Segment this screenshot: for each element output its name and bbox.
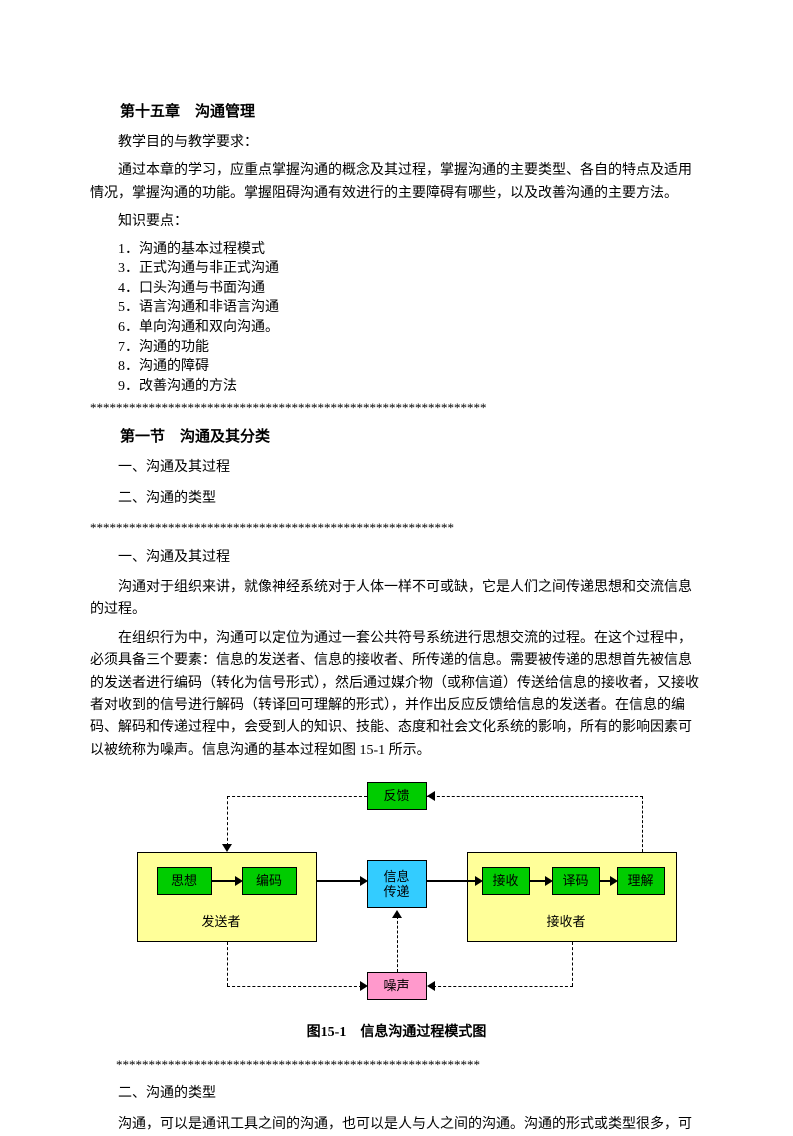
list-item: 1．沟通的基本过程模式: [90, 240, 703, 260]
sub-heading-2: 二、沟通的类型: [90, 488, 703, 510]
dashed-line: [227, 942, 228, 986]
arrow-head: [610, 876, 618, 886]
dashed-line: [433, 986, 573, 987]
list-item: 9．改善沟通的方法: [90, 377, 703, 397]
para-1: 沟通对于组织来讲，就像神经系统对于人体一样不可或缺，它是人们之间传递思想和交流信…: [90, 577, 703, 622]
arrow-head: [427, 981, 435, 991]
para-3: 沟通，可以是通讯工具之间的沟通，也可以是人与人之间的沟通。沟通的形式或类型很多，…: [90, 1114, 703, 1136]
transmit-node: 信息 传递: [367, 860, 427, 908]
sub-heading-2-repeat: 二、沟通的类型: [90, 1083, 703, 1105]
arrow-line: [427, 880, 477, 882]
arrow-line: [317, 880, 362, 882]
dashed-line: [572, 942, 573, 986]
arrow-head: [475, 876, 483, 886]
dashed-line: [227, 796, 367, 797]
sub-heading-1: 一、沟通及其过程: [90, 457, 703, 479]
dashed-line: [227, 796, 228, 846]
chapter-title: 第十五章 沟通管理: [90, 100, 703, 124]
arrow-head: [545, 876, 553, 886]
list-item: 3．正式沟通与非正式沟通: [90, 259, 703, 279]
receiver-label: 接收者: [547, 912, 586, 933]
thought-node: 思想: [157, 867, 212, 895]
communication-diagram: 反馈 思想 编码 发送者 信息 传递 接收 译码 理解 接收者 噪声: [117, 782, 677, 1012]
objective-text: 通过本章的学习，应重点掌握沟通的概念及其过程，掌握沟通的主要类型、各自的特点及适…: [90, 160, 703, 205]
arrow-head: [427, 791, 435, 801]
arrow-line: [212, 880, 237, 882]
list-item: 7．沟通的功能: [90, 338, 703, 358]
list-item: 4．口头沟通与书面沟通: [90, 279, 703, 299]
arrow-head: [360, 981, 368, 991]
feedback-node: 反馈: [367, 782, 427, 810]
encode-node: 编码: [242, 867, 297, 895]
understand-node: 理解: [617, 867, 665, 895]
section-title: 第一节 沟通及其分类: [90, 425, 703, 449]
divider: ****************************************…: [90, 518, 703, 539]
diagram-container: 反馈 思想 编码 发送者 信息 传递 接收 译码 理解 接收者 噪声: [90, 782, 703, 1012]
list-item: 8．沟通的障碍: [90, 357, 703, 377]
sub-heading-1-repeat: 一、沟通及其过程: [90, 547, 703, 569]
para-2: 在组织行为中，沟通可以定位为通过一套公共符号系统进行思想交流的过程。在这个过程中…: [90, 628, 703, 762]
figure-caption: 图15-1 信息沟通过程模式图: [90, 1022, 703, 1044]
arrow-head: [360, 876, 368, 886]
decode-node: 译码: [552, 867, 600, 895]
arrow-head: [222, 844, 232, 852]
noise-node: 噪声: [367, 972, 427, 1000]
knowledge-list: 1．沟通的基本过程模式 3．正式沟通与非正式沟通 4．口头沟通与书面沟通 5．语…: [90, 240, 703, 397]
dashed-line: [642, 796, 643, 852]
receive-node: 接收: [482, 867, 530, 895]
divider: ****************************************…: [90, 398, 703, 419]
knowledge-label: 知识要点：: [90, 211, 703, 233]
list-item: 6．单向沟通和双向沟通。: [90, 318, 703, 338]
dashed-line: [397, 916, 398, 972]
sender-label: 发送者: [202, 912, 241, 933]
arrow-head: [235, 876, 243, 886]
dashed-line: [227, 986, 362, 987]
divider: ****************************************…: [90, 1055, 703, 1076]
dashed-line: [427, 796, 643, 797]
objective-label: 教学目的与教学要求：: [90, 132, 703, 154]
list-item: 5．语言沟通和非语言沟通: [90, 298, 703, 318]
arrow-head: [392, 910, 402, 918]
